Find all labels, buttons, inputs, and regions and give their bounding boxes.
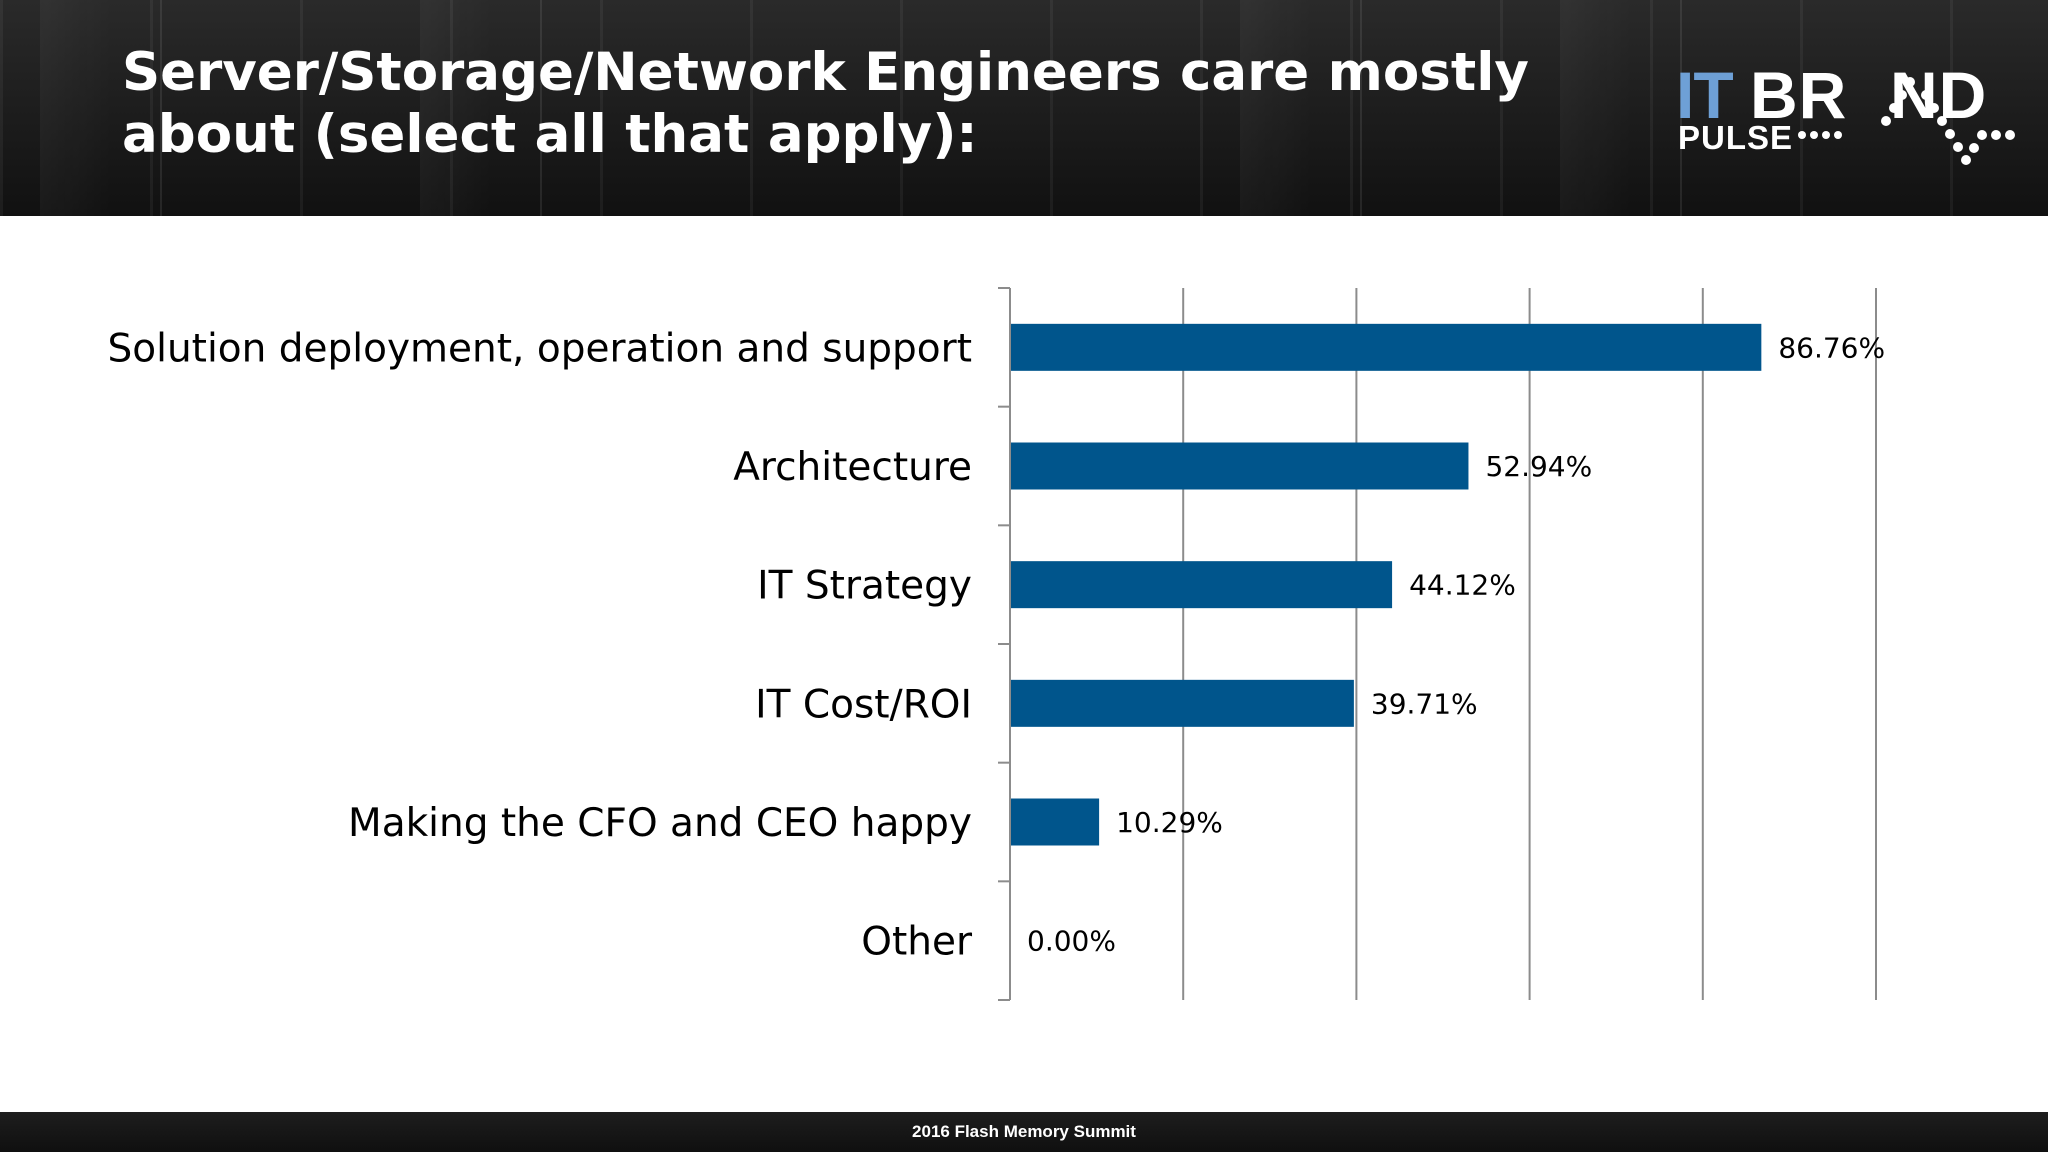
itbrand-pulse-logo: IT BR ND PULSE	[1676, 62, 2016, 178]
category-label: Other	[861, 920, 973, 965]
data-label: 0.00%	[1027, 925, 1116, 958]
logo-brand-text: BR ND	[1750, 58, 1988, 132]
chart-bars	[1010, 323, 1762, 846]
server-rack-decoration	[40, 0, 162, 216]
bar	[1010, 323, 1762, 371]
bar	[1010, 442, 1469, 490]
logo-dots-icon	[1798, 77, 2015, 165]
bar	[1010, 798, 1100, 846]
slide-footer: 2016 Flash Memory Summit	[0, 1112, 2048, 1152]
server-rack-decoration	[1240, 0, 1362, 216]
data-label: 52.94%	[1485, 450, 1592, 483]
server-rack-decoration	[1560, 0, 1682, 216]
data-label: 10.29%	[1116, 806, 1223, 839]
data-label: 39.71%	[1371, 687, 1478, 720]
category-label: Architecture	[733, 445, 972, 490]
category-label: IT Strategy	[757, 564, 972, 609]
logo-pulse-text: PULSE	[1678, 119, 1794, 156]
slide-title: Server/Storage/Network Engineers care mo…	[122, 42, 1529, 165]
chart-axis	[998, 287, 1011, 1001]
category-label: Solution deployment, operation and suppo…	[108, 326, 973, 371]
footer-text: 2016 Flash Memory Summit	[912, 1122, 1136, 1141]
chart-labels: Solution deployment, operation and suppo…	[108, 326, 1886, 964]
bar-chart: Solution deployment, operation and suppo…	[108, 287, 1886, 1001]
server-rack-decoration	[420, 0, 542, 216]
data-label: 44.12%	[1409, 569, 1516, 602]
chart-gridlines	[1182, 288, 1877, 1000]
bar	[1010, 561, 1393, 609]
category-label: IT Cost/ROI	[755, 682, 972, 727]
data-label: 86.76%	[1778, 331, 1885, 364]
category-label: Making the CFO and CEO happy	[348, 801, 972, 846]
logo-it-text: IT	[1676, 58, 1734, 132]
slide-header: Server/Storage/Network Engineers care mo…	[0, 0, 2048, 216]
bar	[1010, 679, 1354, 727]
